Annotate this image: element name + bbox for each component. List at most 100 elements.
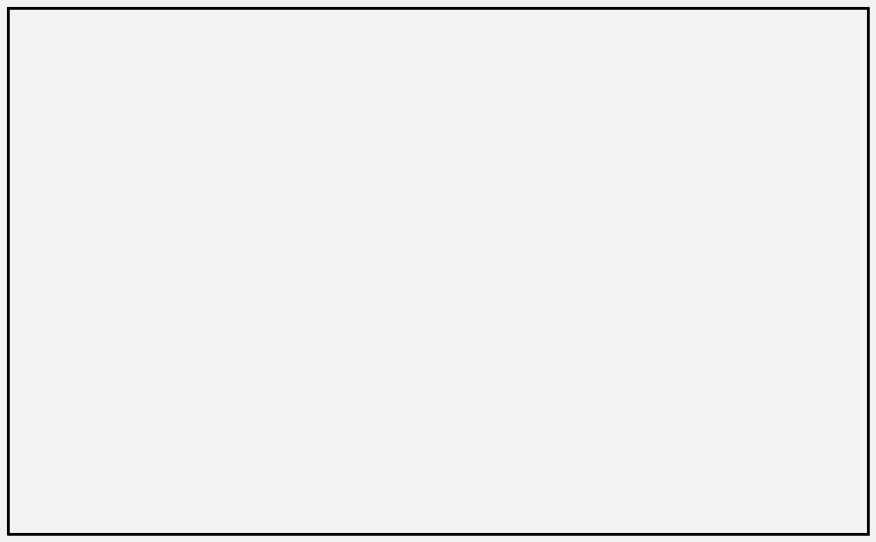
Bar: [445, 410, 531, 448]
Bar: [151, 334, 233, 372]
Text: 1: 1: [585, 156, 595, 171]
Bar: [531, 448, 603, 486]
Bar: [151, 106, 233, 144]
Bar: [393, 448, 445, 486]
Bar: [393, 106, 445, 144]
Bar: [445, 448, 531, 486]
Bar: [233, 448, 311, 486]
Text: 605: 605: [356, 118, 385, 132]
Text: 9: 9: [18, 384, 27, 398]
Bar: [38, 448, 151, 486]
Text: Veg: Veg: [240, 422, 269, 436]
Bar: [8, 448, 38, 486]
Bar: [233, 220, 311, 258]
Bar: [311, 296, 393, 334]
Text: Veg: Veg: [240, 498, 269, 513]
Bar: [38, 410, 151, 448]
Text: 3: 3: [18, 156, 27, 170]
Text: ▼: ▼: [68, 20, 75, 30]
Bar: [311, 220, 393, 258]
Text: North: North: [480, 156, 523, 171]
Text: F: F: [484, 48, 492, 62]
Bar: [38, 42, 151, 68]
Text: 12: 12: [14, 498, 32, 512]
Bar: [233, 486, 311, 524]
Bar: [151, 144, 233, 182]
Text: G: G: [561, 48, 573, 62]
Text: Central: Central: [158, 345, 214, 360]
Bar: [38, 106, 151, 144]
Text: 25/10/2020: 25/10/2020: [45, 193, 132, 209]
Bar: [8, 182, 38, 220]
Text: 09/10/2020: 09/10/2020: [45, 156, 132, 171]
Bar: [233, 106, 311, 144]
Text: 27/10/2020: 27/10/2020: [45, 269, 132, 285]
Bar: [38, 182, 151, 220]
Text: 463: 463: [356, 193, 385, 209]
Bar: [311, 106, 393, 144]
Bar: [8, 144, 38, 182]
Text: Veg: Veg: [240, 118, 269, 132]
Bar: [311, 448, 393, 486]
Bar: [445, 144, 531, 182]
Bar: [233, 42, 311, 68]
Bar: [151, 42, 233, 68]
Text: 377: 377: [356, 156, 385, 171]
Text: 10: 10: [14, 422, 32, 436]
Bar: [311, 258, 393, 296]
Text: Veg: Veg: [240, 345, 269, 360]
Bar: [38, 220, 151, 258]
Bar: [8, 372, 38, 410]
Bar: [233, 68, 311, 106]
Text: Fruit: Fruit: [240, 384, 274, 398]
Bar: [311, 68, 393, 106]
Text: 11: 11: [14, 460, 32, 474]
Text: Region: Region: [158, 78, 223, 96]
Bar: [38, 334, 151, 372]
Bar: [531, 106, 603, 144]
Bar: [311, 182, 393, 220]
Text: ✓: ✓: [106, 18, 117, 32]
Text: 663: 663: [356, 345, 385, 360]
Bar: [445, 372, 531, 410]
Text: 2: 2: [18, 118, 27, 132]
Bar: [445, 258, 531, 296]
Bar: [445, 486, 531, 524]
Bar: [151, 220, 233, 258]
Text: 1: 1: [18, 80, 27, 94]
Text: C: C: [266, 48, 278, 62]
Text: 290: 290: [356, 460, 385, 474]
Bar: [445, 68, 531, 106]
Bar: [151, 486, 233, 524]
Text: North: North: [158, 460, 201, 474]
Bar: [531, 42, 603, 68]
Bar: [531, 182, 603, 220]
Text: South: South: [158, 307, 202, 322]
Bar: [393, 372, 445, 410]
Text: 27/10/2020: 27/10/2020: [45, 231, 132, 247]
Bar: [151, 410, 233, 448]
Bar: [311, 42, 393, 68]
Bar: [151, 372, 233, 410]
Text: 538: 538: [356, 269, 385, 285]
Text: Veg: Veg: [240, 193, 269, 209]
Text: E: E: [414, 48, 424, 62]
Text: 01/10/2020: 01/10/2020: [45, 118, 132, 132]
Text: Central: Central: [158, 156, 214, 171]
Bar: [531, 410, 603, 448]
Bar: [233, 258, 311, 296]
Bar: [151, 182, 233, 220]
Bar: [8, 258, 38, 296]
Text: North: North: [158, 193, 201, 209]
Bar: [393, 296, 445, 334]
Bar: [151, 68, 233, 106]
Text: 29/10/2020: 29/10/2020: [45, 307, 132, 322]
Bar: [531, 372, 603, 410]
Bar: [151, 258, 233, 296]
Bar: [393, 258, 445, 296]
Text: North: North: [158, 269, 201, 285]
Bar: [445, 182, 531, 220]
Bar: [8, 296, 38, 334]
Bar: [531, 144, 603, 182]
Bar: [8, 42, 603, 524]
